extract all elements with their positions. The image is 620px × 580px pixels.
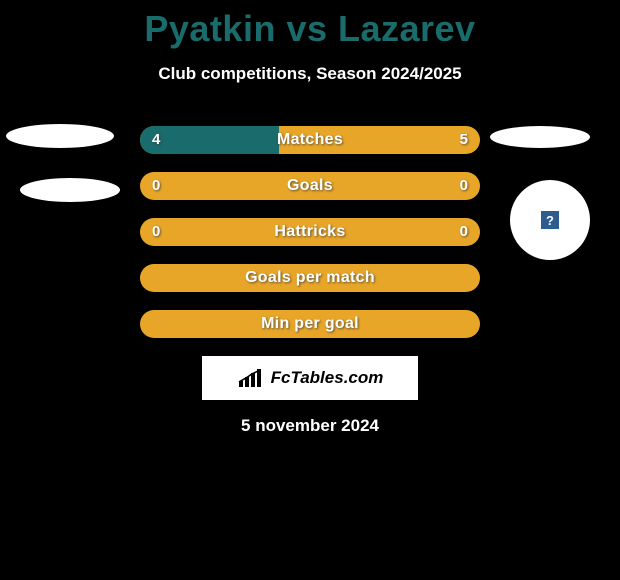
comparison-area: 45Matches 00Goals 00Hattricks Goals per mat… bbox=[0, 126, 620, 436]
help-icon: ? bbox=[541, 211, 559, 229]
stat-row-hattricks: 00Hattricks bbox=[140, 218, 480, 246]
page-title: Pyatkin vs Lazarev bbox=[0, 0, 620, 50]
stat-label: Goals per match bbox=[140, 264, 480, 292]
stat-label: Goals bbox=[140, 172, 480, 200]
bars-icon bbox=[237, 367, 265, 389]
stat-label: Matches bbox=[140, 126, 480, 154]
snapshot-date: 5 november 2024 bbox=[0, 416, 620, 436]
left-player-ellipse-0 bbox=[6, 124, 114, 148]
right-player-avatar: ? bbox=[510, 180, 590, 260]
stat-row-goals-per-match: Goals per match bbox=[140, 264, 480, 292]
left-player-ellipse-1 bbox=[20, 178, 120, 202]
stats-bars: 45Matches 00Goals 00Hattricks Goals per mat… bbox=[140, 126, 480, 338]
stat-row-matches: 45Matches bbox=[140, 126, 480, 154]
subtitle: Club competitions, Season 2024/2025 bbox=[0, 64, 620, 84]
logo-text: FcTables.com bbox=[271, 368, 384, 388]
right-player-ellipse bbox=[490, 126, 590, 148]
stat-label: Hattricks bbox=[140, 218, 480, 246]
stat-label: Min per goal bbox=[140, 310, 480, 338]
stat-row-goals: 00Goals bbox=[140, 172, 480, 200]
stat-row-min-per-goal: Min per goal bbox=[140, 310, 480, 338]
fctables-logo: FcTables.com bbox=[202, 356, 418, 400]
